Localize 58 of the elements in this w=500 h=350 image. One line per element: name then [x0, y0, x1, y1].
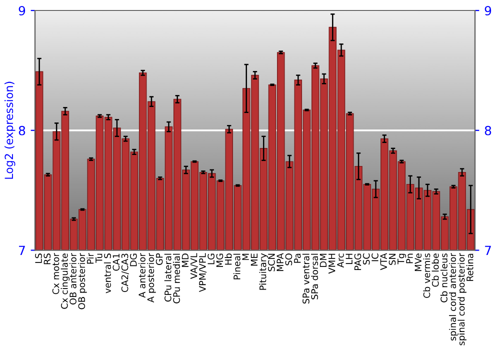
- x-tick-label: Tg: [398, 254, 406, 264]
- x-tick-label: VTA: [380, 253, 387, 270]
- x-tick-label: Cb nucleus: [440, 253, 448, 302]
- y2-tick-label: 8: [484, 126, 492, 136]
- x-tick-label: Pineal: [233, 254, 240, 280]
- x-tick-label: PAG: [354, 254, 362, 270]
- x-tick-label: LH: [346, 254, 352, 264]
- x-tick-label: Pir: [86, 253, 94, 264]
- x-tick-label: VPM/VPL: [199, 253, 207, 292]
- x-tick-label: ventral S: [104, 254, 111, 294]
- x-tick-label: VA/VL: [190, 253, 198, 279]
- x-tick-label: IC: [372, 254, 378, 262]
- x-tick-label: spinal cord posterior: [458, 253, 466, 346]
- y-tick-label: 8: [18, 126, 26, 136]
- x-tick-label: M: [242, 254, 249, 260]
- x-tick-label: GP: [156, 253, 163, 265]
- x-tick-label: Pituitary: [259, 253, 268, 290]
- x-tick-label: MPA: [276, 253, 284, 271]
- x-tick-label: Pa: [294, 254, 301, 263]
- x-tick-label: OB posterior: [78, 253, 87, 310]
- x-tick-label: CA1: [112, 254, 120, 271]
- x-tick-label: MD: [182, 254, 188, 267]
- x-tick-label: Cx motor: [52, 253, 60, 294]
- x-tick-label: Hb: [224, 254, 232, 265]
- x-tick-label: SN: [388, 254, 396, 265]
- y-tick-label: 9: [18, 6, 26, 16]
- x-tick-label: CPu medial: [172, 254, 180, 304]
- x-tick-label: OB anterior: [69, 253, 76, 304]
- x-tick-label: LG: [208, 254, 214, 264]
- x-tick-label: CPu lateral: [164, 254, 172, 302]
- x-tick-label: Pn: [406, 254, 413, 264]
- x-tick-label: Cb vermis: [423, 253, 430, 298]
- x-tick-label: Cb lobe: [432, 254, 439, 287]
- x-tick-label: ME: [250, 254, 258, 266]
- y-tick-label: 7: [19, 246, 25, 255]
- x-tick-label: DG: [130, 254, 137, 266]
- x-tick-label: SC: [362, 254, 370, 264]
- x-tick-label: Retina: [466, 254, 474, 281]
- x-tick-label: SCN: [268, 254, 275, 272]
- x-tick-label: LS: [35, 254, 42, 263]
- x-tick-label: VMH: [328, 254, 336, 274]
- x-tick-label: A anterior: [138, 253, 146, 298]
- x-tick-label: Arc: [337, 254, 344, 268]
- x-tick-label: MVe: [414, 254, 422, 271]
- x-tick-label: DM: [320, 254, 327, 267]
- x-tick-label: A posterior: [147, 253, 156, 303]
- x-tick-label: SO: [285, 254, 292, 266]
- x-tick-label: Tu: [96, 254, 102, 263]
- x-tick-label: MG: [216, 254, 224, 267]
- x-tick-label: SPa ventral: [302, 254, 310, 304]
- y2-tick-label: 7: [485, 246, 491, 255]
- x-tick-label: Cx cingulate: [60, 254, 70, 309]
- x-tick-label: spinal cord anterior: [449, 253, 458, 341]
- x-tick-label: RS: [44, 254, 51, 264]
- y2-tick-label: 9: [484, 6, 492, 16]
- y-axis-title: Log2 (expression): [4, 82, 16, 179]
- x-tick-label: CA2/CA3: [121, 254, 129, 292]
- x-tick-label: SPa dorsal: [311, 254, 318, 300]
